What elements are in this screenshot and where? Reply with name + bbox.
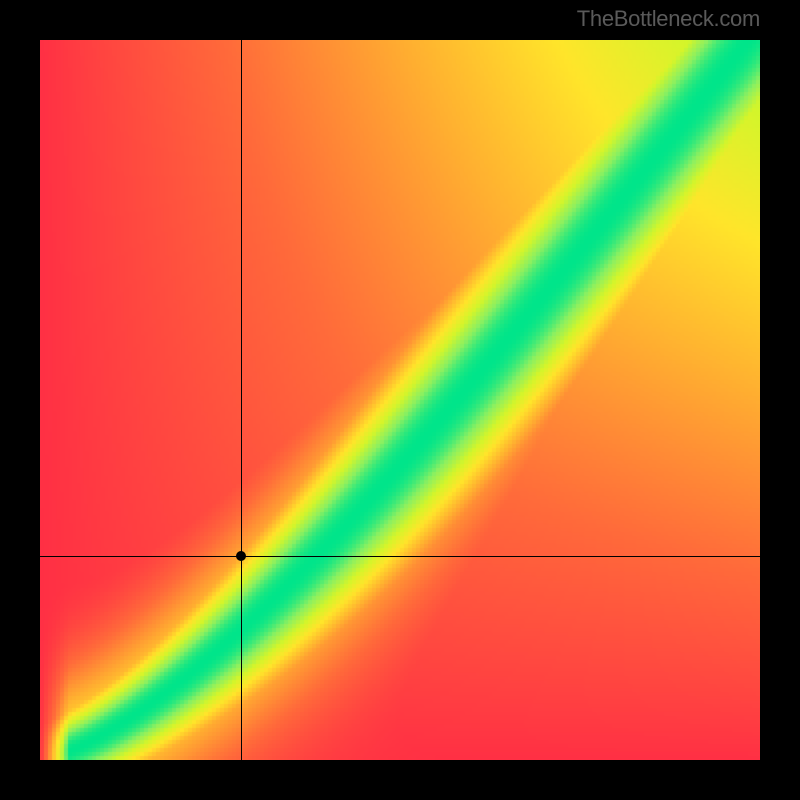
heatmap-plot (40, 40, 760, 760)
data-point-marker (236, 551, 246, 561)
heatmap-canvas (40, 40, 760, 760)
watermark-text: TheBottleneck.com (577, 6, 760, 32)
crosshair-horizontal (40, 556, 760, 557)
crosshair-vertical (241, 40, 242, 760)
